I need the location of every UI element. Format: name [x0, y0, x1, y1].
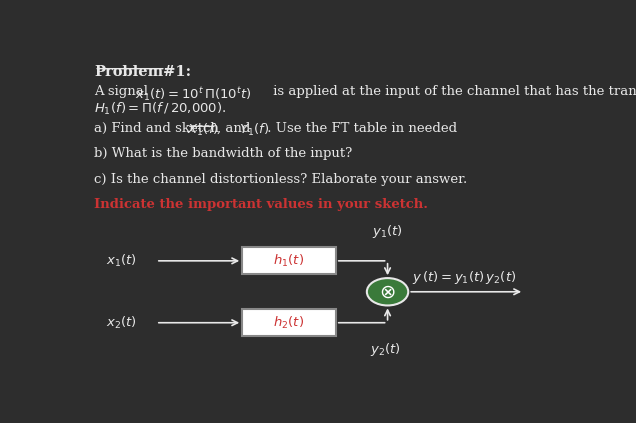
Text: b) What is the bandwidth of the input?: b) What is the bandwidth of the input? — [94, 147, 352, 160]
Bar — [242, 309, 336, 336]
Text: A signal: A signal — [94, 85, 153, 98]
Text: $X_1(f)$: $X_1(f)$ — [187, 122, 219, 138]
Text: $y_1(t)$: $y_1(t)$ — [372, 222, 403, 240]
Text: $x_1(t)$: $x_1(t)$ — [106, 253, 137, 269]
Text: $Y_1(f)$: $Y_1(f)$ — [238, 122, 269, 138]
Circle shape — [367, 278, 408, 305]
Text: $y\,(t) = y_1(t)\,y_2(t)$: $y\,(t) = y_1(t)\,y_2(t)$ — [412, 269, 516, 286]
Text: $x_1(t) = 10^t\,\Pi(10^t t)$: $x_1(t) = 10^t\,\Pi(10^t t)$ — [135, 85, 252, 103]
Text: $h_1(t)$: $h_1(t)$ — [273, 253, 305, 269]
Text: Indicate the important values in your sketch.: Indicate the important values in your sk… — [94, 198, 428, 211]
Text: Problem#1:: Problem#1: — [94, 66, 191, 80]
Text: is applied at the input of the channel that has the transfer function: is applied at the input of the channel t… — [269, 85, 636, 98]
Text: . Use the FT table in needed: . Use the FT table in needed — [263, 122, 457, 135]
Text: $\otimes$: $\otimes$ — [379, 282, 396, 301]
Text: a) Find and sketch: a) Find and sketch — [94, 122, 223, 135]
Text: $H_1(f) = \Pi(f\,/\,20{,}000)$.: $H_1(f) = \Pi(f\,/\,20{,}000)$. — [94, 101, 227, 117]
Text: $y_2(t)$: $y_2(t)$ — [370, 341, 401, 357]
Bar — [242, 247, 336, 274]
Text: $h_2(t)$: $h_2(t)$ — [273, 315, 305, 331]
Text: $x_2(t)$: $x_2(t)$ — [106, 315, 137, 331]
Text: , and: , and — [216, 122, 254, 135]
Text: c) Is the channel distortionless? Elaborate your answer.: c) Is the channel distortionless? Elabor… — [94, 173, 467, 186]
